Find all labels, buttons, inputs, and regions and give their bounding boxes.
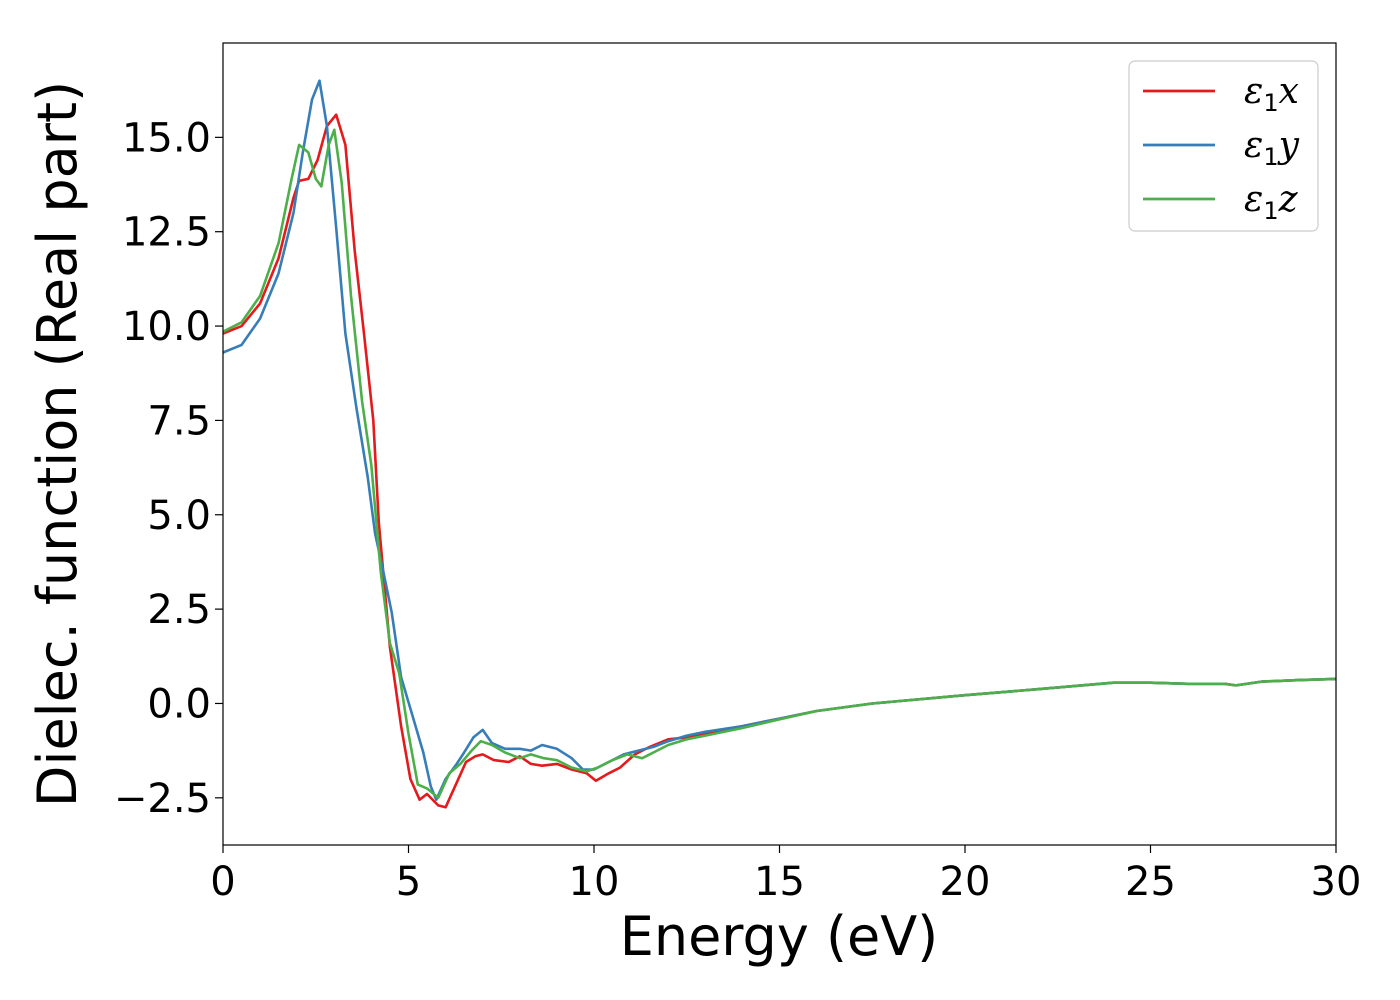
x-axis-title: Energy (eV): [620, 905, 939, 968]
x-axis-ticks: 0 5 10 15 20 25 30: [210, 845, 1361, 905]
legend-box: [1128, 60, 1319, 232]
y-axis-ticks: −2.5 0.0 2.5 5.0 7.5 10.0 12.5 15.0: [114, 115, 223, 822]
y-axis-title: Dielec. function (Real part): [26, 81, 89, 807]
series-layer: [222, 79, 1337, 809]
legend-label-y: ε1y: [1244, 125, 1300, 171]
legend: ε1x ε1y ε1z: [1128, 60, 1319, 232]
y-tick-label: −2.5: [114, 776, 211, 822]
y-tick-label: 12.5: [122, 210, 211, 256]
x-tick-label: 20: [940, 859, 991, 905]
y-tick-label: 15.0: [122, 115, 211, 161]
y-tick-label: 5.0: [147, 493, 211, 539]
x-tick-label: 10: [569, 859, 620, 905]
x-tick-label: 5: [396, 859, 421, 905]
x-tick-label: 30: [1311, 859, 1362, 905]
x-tick-label: 0: [210, 859, 235, 905]
y-tick-label: 10.0: [122, 304, 211, 350]
x-tick-label: 15: [754, 859, 805, 905]
x-tick-label: 25: [1125, 859, 1176, 905]
y-tick-label: 2.5: [147, 587, 211, 633]
y-tick-label: 7.5: [147, 398, 211, 444]
y-tick-label: 0.0: [147, 681, 211, 727]
legend-label-z: ε1z: [1244, 179, 1299, 225]
legend-label-x: ε1x: [1244, 71, 1299, 117]
series-line-z: [222, 128, 1337, 800]
